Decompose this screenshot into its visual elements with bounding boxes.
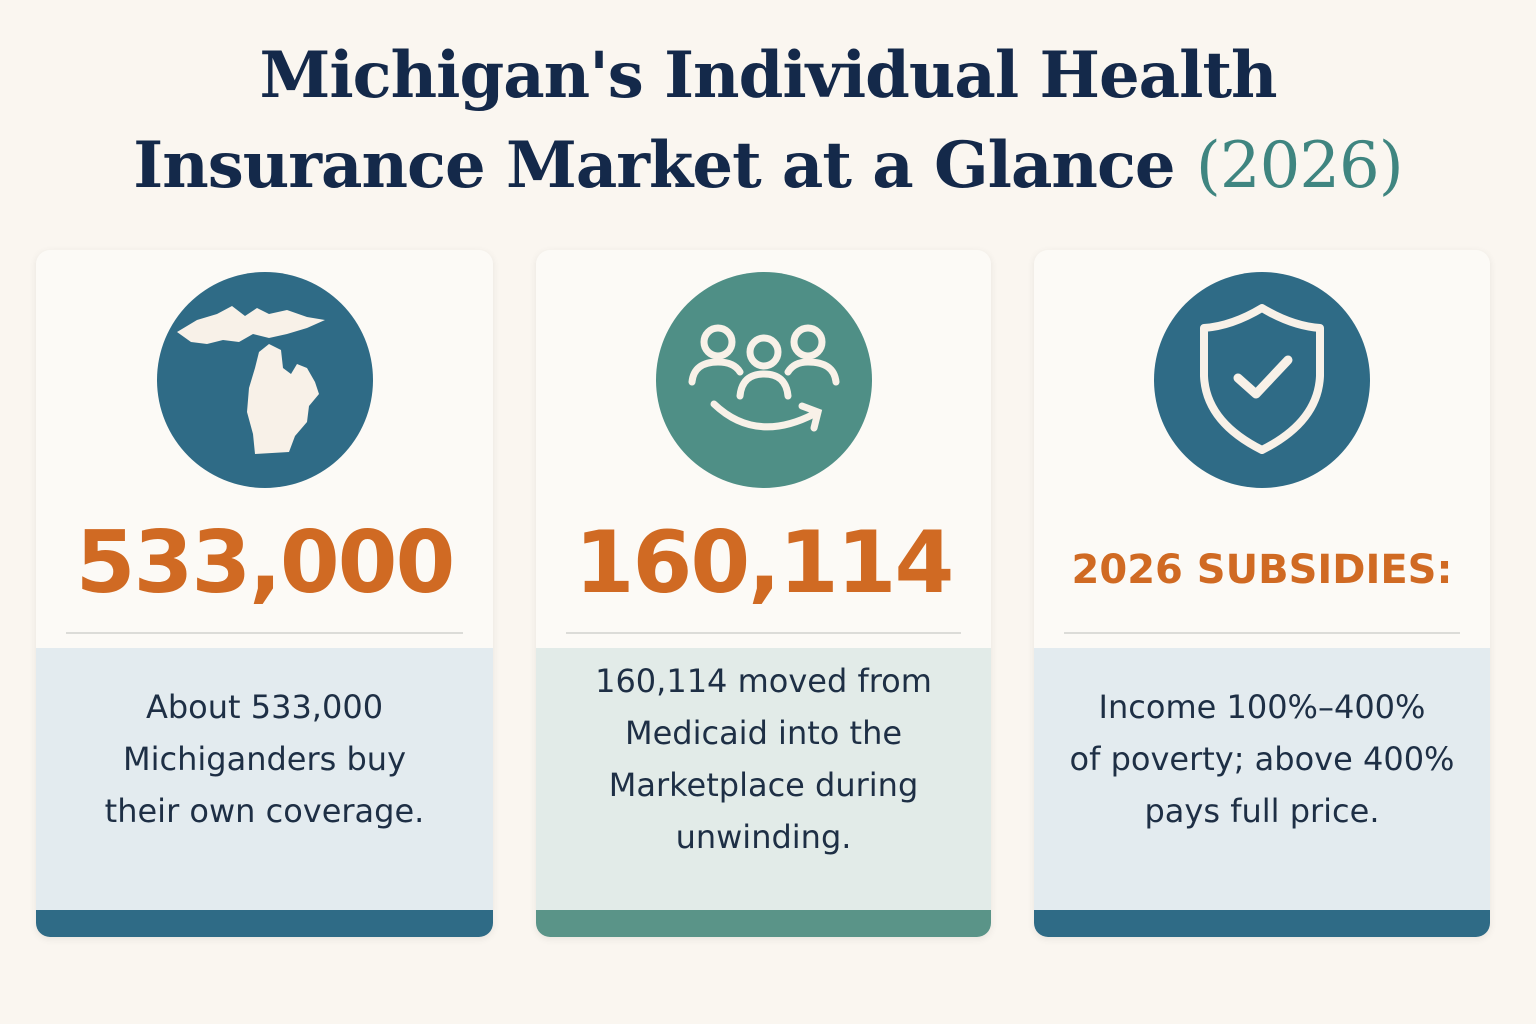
stat-value: 533,000 [75, 513, 456, 613]
michigan-icon [156, 272, 373, 488]
description-line: Marketplace during [608, 766, 919, 804]
title-line: Michigan's Individual Health [259, 38, 1277, 113]
description: 160,114 moved from Medicaid into the Marke… [536, 648, 991, 870]
title-year: (2026) [1195, 129, 1404, 203]
description: Income 100%–400% of poverty; above 400% pa… [1034, 648, 1490, 870]
divider [566, 632, 961, 634]
description-line: unwinding. [675, 818, 852, 856]
description-line: of poverty; above 400% [1069, 740, 1455, 778]
stat-label: 2026 SUBSIDIES: [1071, 547, 1453, 593]
title-text: Insurance Market at a Glance [133, 128, 1175, 203]
stat-card: 2026 SUBSIDIES: Income 100%–400% of pover… [1034, 250, 1490, 937]
accent-bar [536, 910, 991, 937]
description-panel: 160,114 moved from Medicaid into the Marke… [536, 648, 991, 910]
stat-card: 160,114 160,114 moved from Medicaid into … [536, 250, 991, 937]
description: About 533,000 Michiganders buy their own c… [36, 648, 493, 870]
shield-icon [1154, 272, 1370, 488]
description-line: 160,114 moved from [595, 662, 932, 700]
people-icon [655, 272, 872, 488]
description-line: Income 100%–400% [1098, 688, 1426, 726]
description-line: About 533,000 [145, 688, 384, 726]
description-line: their own coverage. [104, 792, 425, 830]
description-line: pays full price. [1144, 792, 1380, 830]
stat-card: 533,000 About 533,000 Michiganders buy the… [36, 250, 493, 937]
title-line: Insurance Market at a Glance (2026) [0, 122, 1536, 210]
accent-bar [36, 910, 493, 937]
divider [1064, 632, 1460, 634]
description-panel: About 533,000 Michiganders buy their own c… [36, 648, 493, 910]
divider [66, 632, 463, 634]
description-line: Medicaid into the [624, 714, 903, 752]
description-line: Michiganders buy [123, 740, 406, 778]
accent-bar [1034, 910, 1490, 937]
description-panel: Income 100%–400% of poverty; above 400% pa… [1034, 648, 1490, 910]
stat-value: 160,114 [574, 513, 955, 613]
